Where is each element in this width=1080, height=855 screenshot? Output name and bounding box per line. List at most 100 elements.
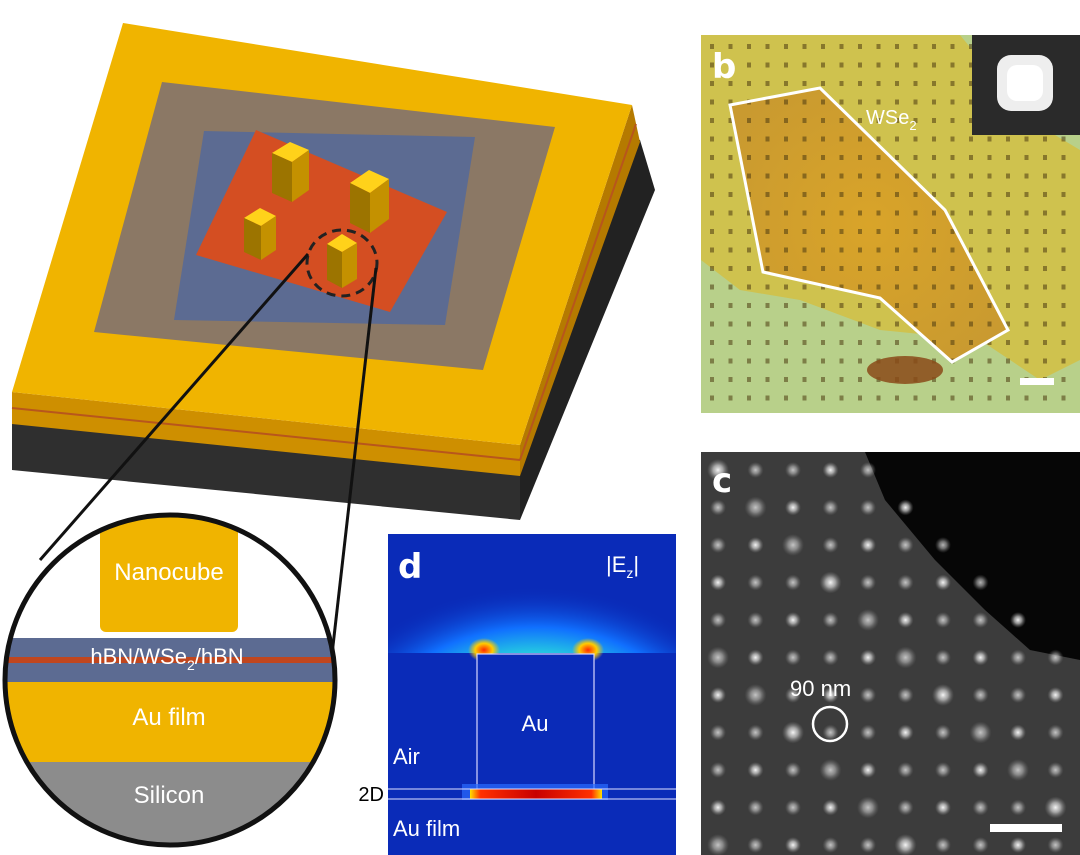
wse2-flake [196, 130, 447, 312]
panel-c-spot [747, 574, 764, 591]
panel-c-spot [822, 724, 839, 741]
panel-c-spot [819, 759, 842, 781]
panel-c-spot [897, 612, 914, 628]
panel-c-spot [710, 724, 726, 741]
panel-a-device [11, 23, 655, 673]
inset-hbn-top [5, 638, 335, 657]
panel-c-spot [822, 612, 839, 628]
panel-c-spot [972, 612, 989, 628]
panel-c-spot [710, 537, 726, 553]
panel-c-spot [710, 762, 726, 778]
panel-d-air-label: Air [393, 744, 420, 769]
panel-c-spot [710, 687, 726, 703]
panel-c-spot [1047, 649, 1064, 666]
panel-c-spot [894, 834, 917, 855]
panel-c-spot [857, 609, 879, 631]
panel-c-spot [822, 462, 839, 478]
panel-c-spot [935, 574, 951, 591]
panel-c-spot [710, 499, 726, 516]
panel-c-spot [785, 762, 801, 778]
panel-c-spot [822, 499, 839, 516]
panel-b: b WSe2 [701, 35, 1080, 413]
panel-c-spot [935, 837, 951, 853]
panel-c-spot [747, 837, 764, 853]
panel-b-flake-outline [728, 86, 1011, 364]
panel-c-spot [747, 537, 764, 553]
panel-c-spot [747, 762, 764, 778]
panel-c-spot [1010, 799, 1026, 816]
panel-b-inset-cube-center [1007, 65, 1043, 101]
panel-c-spot [1010, 612, 1026, 628]
zoom-line-left [38, 253, 310, 561]
panel-d-au-cube [476, 653, 595, 791]
panel-c-spot [897, 537, 914, 553]
panel-b-dark-spot [867, 356, 943, 384]
panel-c-spot [744, 496, 767, 519]
panel-c-spots [707, 459, 1067, 855]
panel-c-spot [822, 799, 839, 816]
panel-c-spot [972, 687, 989, 703]
panel-c-spot [860, 687, 876, 703]
panel-c-spot [744, 684, 767, 706]
panel-c-letter: c [712, 461, 732, 501]
panel-c-spot [785, 462, 801, 478]
panel-c-spot [782, 534, 804, 556]
panel-c-spot [1047, 687, 1064, 703]
panel-c-spot [822, 537, 839, 553]
panel-d-au-label: Au [522, 711, 549, 736]
panel-c-spot [707, 834, 729, 855]
panel-c-spot [822, 687, 839, 703]
panel-c-spot [935, 724, 951, 741]
zoom-dashed-circle [305, 228, 379, 298]
panel-c-spot [860, 499, 876, 516]
panel-c-spot [897, 499, 914, 516]
nanocube-4 [327, 234, 357, 288]
nanocube-2 [350, 170, 389, 233]
panel-c-annotation-circle [811, 705, 849, 743]
panel-c-spot [785, 612, 801, 628]
inset-hbn-bottom [5, 663, 335, 682]
panel-c-scale-bar [990, 824, 1062, 832]
panel-c-spot [860, 649, 876, 666]
panel-c-spot [710, 799, 726, 816]
panel-c-spot [894, 646, 917, 669]
panel-c-spot [857, 796, 879, 819]
panel-c-spot [1007, 759, 1029, 781]
panel-c-spot [860, 537, 876, 553]
inset-au-film-layer [5, 682, 335, 762]
panel-c-spot [897, 724, 914, 741]
inset-circle-outline [2, 512, 338, 848]
panel-c-spot [972, 649, 989, 666]
panel-c-spot [785, 499, 801, 516]
inset-label-silicon: Silicon [134, 782, 205, 809]
panel-c-spot [935, 799, 951, 816]
panel-d: d |Ez| Air Au Au film [388, 534, 676, 855]
panel-c-spot [710, 574, 726, 591]
panel-c-spot [747, 649, 764, 666]
panel-c-spot [785, 574, 801, 591]
inset-label-spacer: hBN/WSe2/hBN [90, 644, 243, 673]
panel-c-spot [1010, 837, 1026, 853]
inset-wse2-line [5, 657, 335, 663]
panel-c-spot [1047, 762, 1064, 778]
panel-c-spot [932, 684, 954, 706]
panel-c-spot [1047, 837, 1064, 853]
panel-c-spot [1010, 687, 1026, 703]
panel-c-spot [972, 837, 989, 853]
panel-c-spot [860, 837, 876, 853]
panel-d-field-label: |Ez| [606, 552, 639, 581]
panel-c-spot [972, 574, 989, 591]
panel-a-inset: Nanocube hBN/WSe2/hBN Au film Silicon [2, 512, 338, 848]
panel-c-spot [782, 721, 804, 744]
panel-c-spot [897, 799, 914, 816]
panel-c-spot [897, 762, 914, 778]
silicon-right-side [520, 135, 655, 520]
panel-c-spot [860, 574, 876, 591]
panel-c-spot [747, 612, 764, 628]
nanocube-1 [272, 142, 309, 202]
panel-c-spot [935, 537, 951, 553]
panel-c-spot [1047, 724, 1064, 741]
inset-nanocube [100, 515, 238, 632]
panel-c-spot [785, 649, 801, 666]
